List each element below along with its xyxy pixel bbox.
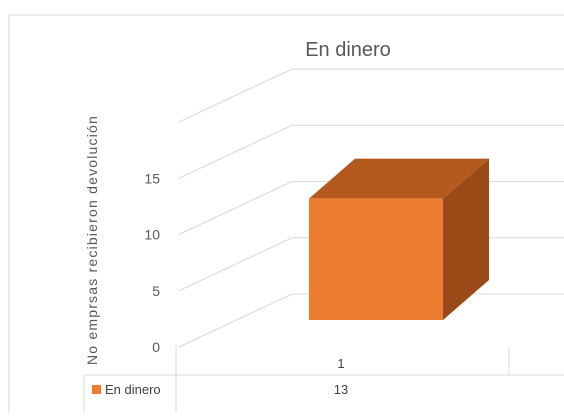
x-category-label: 1 <box>337 356 344 371</box>
bar-top-face <box>309 158 489 199</box>
data-table: 1 En dinero 13 <box>83 346 564 413</box>
y-tick-label: 10 <box>144 227 160 243</box>
bar-side-face <box>443 158 489 320</box>
gridline <box>178 237 293 292</box>
y-tick-label: 5 <box>152 283 160 299</box>
gridline <box>178 68 293 123</box>
y-tick-label: 15 <box>144 170 160 186</box>
y-axis-label: No emprsas recibieron devolución <box>84 115 100 365</box>
y-tick-label: 0 <box>152 339 160 355</box>
table-row-label: En dinero <box>105 382 161 397</box>
bar-series <box>309 158 489 320</box>
chart-title: En dinero <box>305 39 391 61</box>
table-value: 13 <box>334 382 348 397</box>
gridline <box>178 293 293 348</box>
y-tick-labels: 0 5 10 15 <box>144 170 160 355</box>
gridline <box>178 181 293 235</box>
gridline <box>178 124 293 179</box>
bar-front-face <box>309 198 443 320</box>
legend-swatch <box>92 385 101 394</box>
